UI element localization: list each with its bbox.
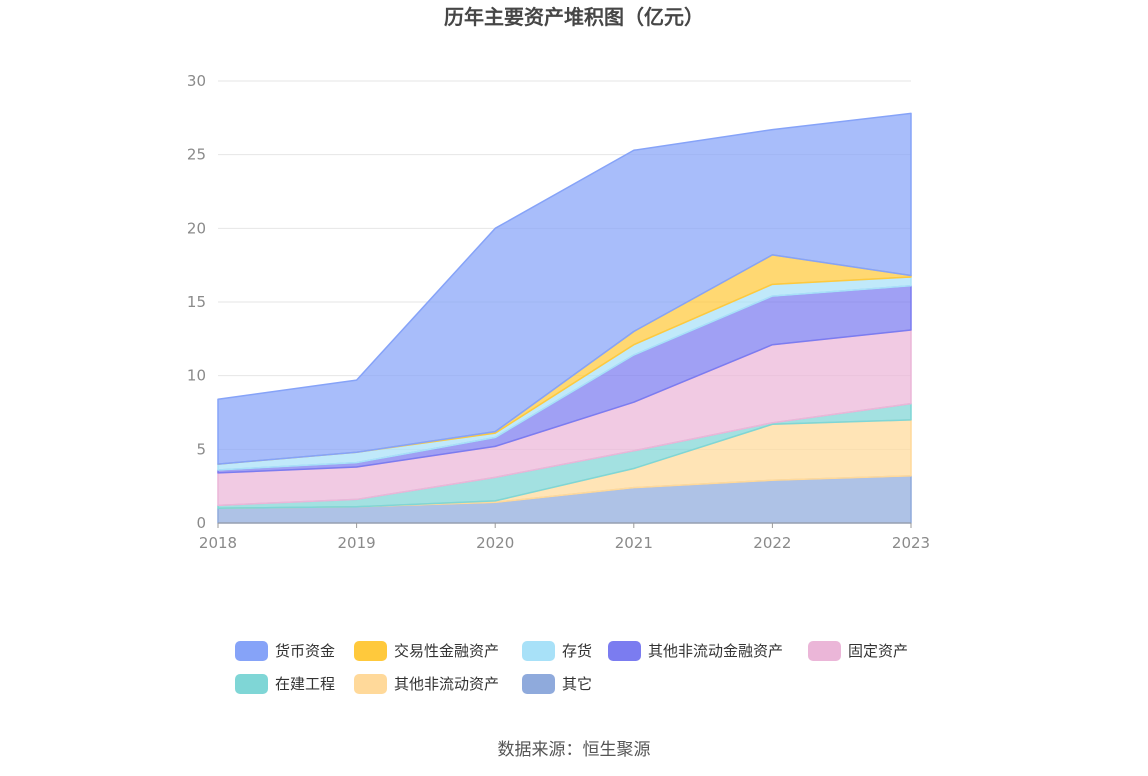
legend-swatch — [235, 674, 268, 694]
legend-swatch — [808, 641, 841, 661]
legend-label: 固定资产 — [848, 642, 908, 660]
y-tick-label: 10 — [187, 367, 206, 385]
x-tick-label: 2022 — [753, 534, 791, 552]
legend-swatch — [235, 641, 268, 661]
legend-label: 其他非流动资产 — [394, 675, 499, 693]
data-source: 数据来源：恒生聚源 — [498, 740, 651, 760]
legend-swatch — [608, 641, 641, 661]
legend-swatch — [522, 674, 555, 694]
y-tick-label: 5 — [196, 440, 206, 458]
x-tick-label: 2023 — [892, 534, 930, 552]
axes: 0 5 10 15 20 25 30 2018 2019 2020 2021 2022 2023 — [187, 72, 930, 552]
chart-title: 历年主要资产堆积图（亿元） — [444, 5, 704, 29]
area-货币资金 — [217, 112, 912, 465]
x-tick-label: 2019 — [338, 534, 376, 552]
legend-swatch — [354, 674, 387, 694]
legend-label: 其他非流动金融资产 — [648, 642, 783, 660]
legend-label: 货币资金 — [275, 642, 335, 660]
y-tick-label: 30 — [187, 72, 206, 90]
x-tick-label: 2021 — [615, 534, 653, 552]
y-tick-label: 25 — [187, 146, 206, 164]
x-tick-label: 2018 — [199, 534, 237, 552]
legend-swatch — [522, 641, 555, 661]
legend-label: 存货 — [562, 642, 592, 660]
legend-label: 在建工程 — [275, 675, 335, 693]
x-tick-label: 2020 — [476, 534, 514, 552]
y-tick-label: 20 — [187, 219, 206, 237]
y-tick-label: 15 — [187, 293, 206, 311]
legend-label: 其它 — [562, 675, 592, 693]
legend-swatch — [354, 641, 387, 661]
area-series — [217, 112, 912, 524]
y-tick-label: 0 — [196, 514, 206, 532]
legend-label: 交易性金融资产 — [394, 642, 499, 660]
